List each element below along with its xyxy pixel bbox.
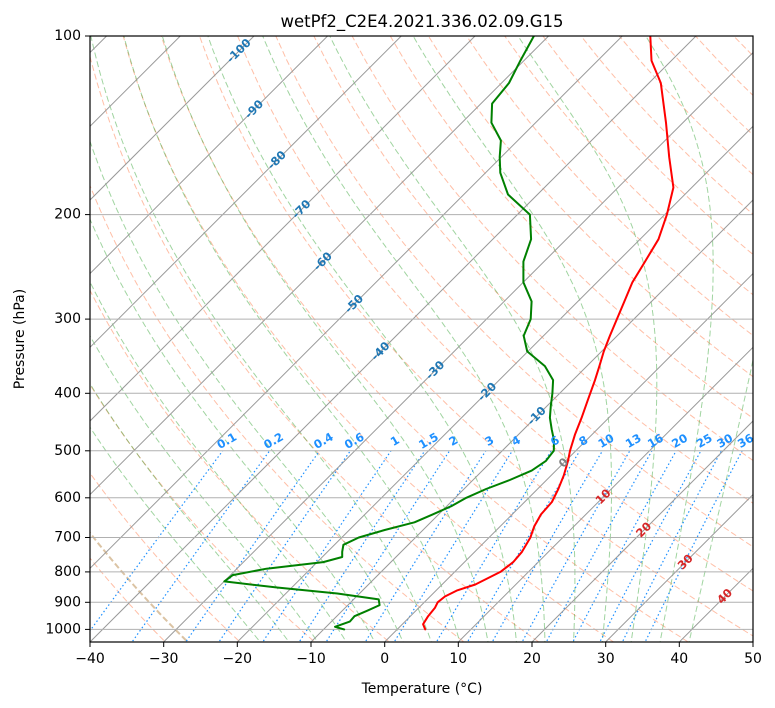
isotherm-line: [90, 36, 550, 496]
background-lines: [0, 9, 753, 652]
moist-adiabat: [90, 36, 432, 642]
profile-series: [223, 36, 675, 631]
moist-adiabat: [517, 36, 658, 642]
mixing-ratio-label: 25: [694, 431, 715, 451]
isotherm-line: [383, 272, 753, 642]
x-tick-label: −30: [149, 651, 179, 667]
mixing-ratio-line: [621, 450, 722, 642]
isotherm-line: [90, 36, 403, 349]
y-tick-label: 100: [54, 28, 81, 44]
plot-frame: [89, 35, 754, 643]
y-tick-label: 200: [54, 207, 81, 223]
x-axis: −40 −30 −20 −10 0 10 20 30 40 50: [75, 642, 762, 667]
isotherm-line: [0, 9, 60, 652]
mixing-ratio-label: 36: [735, 431, 756, 451]
x-tick-label: 40: [670, 651, 688, 667]
mixing-ratio-label: 13: [623, 431, 644, 451]
x-tick-label: −40: [75, 651, 105, 667]
isotherm-line: [90, 36, 329, 275]
y-tick-label: 700: [54, 530, 81, 546]
mixing-ratio-label: 20: [669, 431, 690, 451]
mixing-ratio-line: [572, 450, 677, 642]
isotherm-line: [310, 199, 753, 642]
dry-adiabat: [90, 557, 167, 642]
moist-adiabat: [90, 280, 347, 642]
dry-adiabat: [122, 36, 615, 642]
y-tick-label: 900: [54, 594, 81, 610]
y-tick-label: 500: [54, 443, 81, 459]
moist-adiabat: [262, 36, 546, 642]
isotherm-line: [531, 420, 753, 642]
moist-adiabat: [645, 36, 714, 642]
moist-adiabat: [161, 36, 489, 642]
isotherm-line: [90, 36, 624, 570]
y-tick-label: 600: [54, 490, 81, 506]
dry-adiabat: [90, 383, 316, 642]
special-adiabat: [90, 531, 190, 642]
moist-adiabat: [90, 382, 290, 642]
moist-adiabat: [90, 217, 376, 642]
dewpoint-line: [223, 36, 555, 631]
mixing-ratio-line: [466, 450, 581, 642]
mixing-ratio-line: [298, 450, 426, 642]
x-tick-label: 50: [744, 651, 762, 667]
y-tick-label: 1000: [45, 621, 81, 637]
moist-adiabat: [90, 139, 404, 642]
temperature-line: [422, 36, 675, 631]
mixing-ratio-line: [491, 450, 604, 642]
dry-adiabat: [160, 36, 690, 642]
x-tick-label: 30: [597, 651, 615, 667]
moist-adiabat: [412, 36, 612, 642]
x-tick-label: 10: [449, 651, 467, 667]
moist-adiabat: [123, 36, 461, 642]
isotherm-line: [90, 36, 697, 642]
dry-adiabat: [466, 36, 753, 337]
y-tick-label: 800: [54, 564, 81, 580]
mixing-ratio-line: [325, 450, 451, 642]
y-tick-label: 300: [54, 311, 81, 327]
y-tick-label: 400: [54, 385, 81, 401]
isotherm-line: [162, 51, 753, 642]
chart-title: wetPf2_C2E4.2021.336.02.09.G15: [280, 12, 563, 32]
isotherm-line: [457, 346, 753, 642]
moist-adiabat: [90, 426, 261, 642]
isotherm-line: [236, 125, 753, 642]
x-tick-label: 20: [523, 651, 541, 667]
mixing-ratio-line: [218, 450, 351, 642]
mixing-ratio-line: [393, 450, 513, 642]
mixing-ratio-line: [90, 450, 224, 632]
moist-adiabat: [90, 334, 319, 642]
dry-adiabat: [90, 54, 540, 642]
isotherm-line: [90, 36, 182, 128]
isotherm-line: [90, 36, 476, 422]
y-axis: 1000 900 800 700 600 500 400 300 200 100: [45, 28, 90, 637]
dry-adiabat: [313, 36, 753, 504]
x-tick-label: −10: [296, 651, 326, 667]
mixing-ratio-label: 16: [645, 431, 666, 451]
dry-adiabat: [198, 36, 753, 637]
mixing-ratio-line: [599, 450, 702, 642]
x-tick-label: 0: [380, 651, 389, 667]
x-tick-label: −20: [223, 651, 253, 667]
dry-adiabat: [275, 36, 753, 548]
moist-adiabat: [329, 36, 576, 642]
mixing-ratio-line: [262, 450, 392, 642]
dry-adiabat: [389, 36, 753, 419]
moist-adiabat: [207, 36, 517, 642]
mixing-ratio-label: 10: [596, 431, 617, 451]
dry-adiabat: [90, 184, 465, 642]
pressure-gridlines: [90, 36, 753, 630]
dry-adiabat: [237, 36, 753, 592]
dry-adiabat: [90, 289, 391, 642]
x-axis-label: Temperature (°C): [361, 681, 483, 697]
isotherm-line: [604, 493, 753, 642]
mixing-ratio-line: [185, 450, 321, 642]
isotherm-line: [90, 36, 255, 201]
y-axis-label: Pressure (hPa): [12, 289, 28, 389]
mixing-ratio-label: 30: [714, 431, 735, 451]
